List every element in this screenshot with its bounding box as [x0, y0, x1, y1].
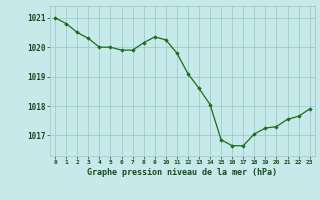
- X-axis label: Graphe pression niveau de la mer (hPa): Graphe pression niveau de la mer (hPa): [87, 168, 277, 177]
